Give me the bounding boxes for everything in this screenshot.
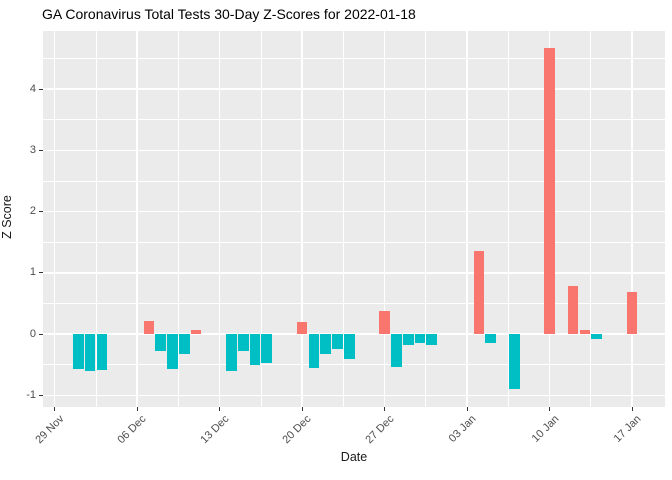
- bar: [143, 321, 155, 335]
- x-major-gridline: [218, 31, 221, 407]
- bar: [155, 334, 167, 352]
- y-tick-mark: [39, 394, 43, 396]
- y-tick-mark: [39, 333, 43, 335]
- bar: [579, 329, 591, 335]
- x-tick-mark: [136, 407, 138, 411]
- bar: [249, 334, 261, 366]
- y-tick-label: 3: [29, 143, 36, 156]
- bar: [308, 334, 320, 369]
- bar: [261, 334, 273, 363]
- y-major-gridline: [43, 333, 665, 335]
- bar: [626, 292, 638, 335]
- plot-panel: [43, 31, 665, 407]
- x-major-gridline: [631, 31, 633, 407]
- bar: [72, 334, 84, 370]
- y-major-gridline: [43, 210, 665, 213]
- x-major-gridline: [53, 31, 56, 407]
- x-minor-gridline: [342, 31, 344, 407]
- y-tick-label: -1: [26, 388, 36, 401]
- bar: [391, 334, 402, 367]
- bar: [237, 334, 249, 352]
- x-minor-gridline: [178, 31, 179, 407]
- bar: [190, 329, 202, 335]
- bar: [473, 250, 485, 335]
- x-minor-gridline: [260, 31, 262, 407]
- bar: [508, 334, 520, 390]
- bar: [296, 322, 308, 335]
- bar: [426, 334, 438, 346]
- x-tick-mark: [384, 407, 386, 411]
- y-major-gridline: [43, 88, 665, 90]
- bar: [414, 334, 426, 343]
- bar: [343, 334, 355, 360]
- x-major-gridline: [466, 31, 468, 407]
- y-tick-mark: [39, 272, 43, 274]
- x-tick-mark: [466, 407, 468, 411]
- bar: [332, 334, 343, 350]
- chart-title: GA Coronavirus Total Tests 30-Day Z-Scor…: [42, 6, 416, 22]
- y-minor-gridline: [43, 180, 665, 182]
- bar: [402, 334, 414, 345]
- x-axis-title: Date: [340, 450, 368, 464]
- x-major-gridline: [136, 31, 138, 407]
- y-tick-mark: [39, 211, 43, 213]
- bar: [226, 334, 237, 371]
- y-major-gridline: [43, 149, 665, 152]
- bar: [178, 334, 190, 355]
- bar: [320, 334, 331, 355]
- y-tick-label: 0: [29, 327, 36, 340]
- bar: [96, 334, 108, 371]
- bar: [167, 334, 178, 370]
- bar: [485, 334, 496, 344]
- x-tick-mark: [219, 407, 221, 411]
- y-tick-label: 4: [29, 82, 36, 95]
- y-minor-gridline: [43, 241, 665, 243]
- bar: [379, 310, 390, 335]
- bar: [567, 286, 579, 335]
- x-minor-gridline: [425, 31, 427, 407]
- x-minor-gridline: [95, 31, 97, 407]
- y-minor-gridline: [43, 119, 665, 121]
- y-minor-gridline: [43, 364, 665, 366]
- bar: [544, 48, 555, 335]
- y-tick-label: 2: [29, 205, 36, 218]
- bar: [84, 334, 96, 371]
- y-major-gridline: [43, 394, 665, 397]
- x-major-gridline: [383, 31, 386, 407]
- x-tick-mark: [549, 407, 551, 411]
- x-minor-gridline: [507, 31, 509, 407]
- x-tick-mark: [54, 407, 56, 411]
- y-tick-label: 1: [29, 266, 36, 279]
- bar: [591, 334, 603, 340]
- y-major-gridline: [43, 272, 665, 274]
- x-tick-mark: [631, 407, 633, 411]
- x-major-gridline: [301, 31, 303, 407]
- x-tick-mark: [301, 407, 303, 411]
- y-tick-mark: [39, 149, 43, 151]
- y-minor-gridline: [43, 58, 665, 59]
- x-minor-gridline: [590, 31, 592, 407]
- y-tick-mark: [39, 88, 43, 90]
- y-minor-gridline: [43, 303, 665, 304]
